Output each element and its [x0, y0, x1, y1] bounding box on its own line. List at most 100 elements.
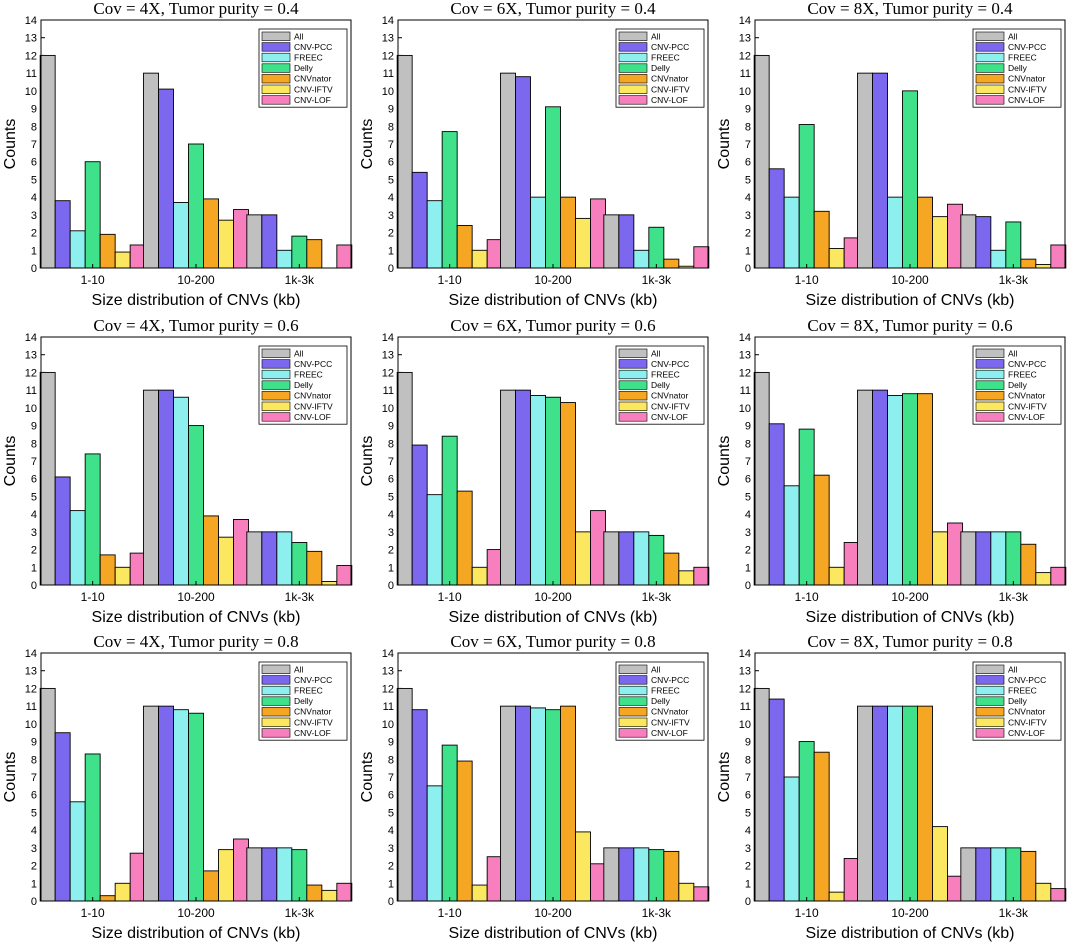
bar-freec-1-10	[426, 494, 443, 586]
legend-label-delly: Delly	[1008, 380, 1028, 390]
y-tick-label: 14	[739, 15, 751, 27]
legend-swatch-cnvnator	[975, 74, 1005, 84]
bar-cnvnator-10-200	[560, 402, 576, 586]
bar-cnvnator-10-200	[203, 515, 219, 586]
y-tick-label: 5	[31, 174, 37, 186]
bar-freec-1k-3k	[276, 847, 293, 902]
x-tick-label: 1-10	[795, 906, 819, 920]
bar-cnv-pcc-1k-3k	[261, 214, 278, 269]
y-tick-label: 10	[739, 86, 751, 98]
y-tick-label: 13	[25, 666, 37, 678]
y-tick-label: 5	[745, 174, 751, 186]
bar-cnv-iftv-1-10	[471, 249, 488, 269]
y-tick-label: 3	[31, 527, 37, 539]
y-tick-label: 7	[388, 456, 394, 468]
bar-cnv-iftv-10-200	[932, 216, 948, 269]
bar-cnv-pcc-10-200	[158, 389, 174, 586]
bar-cnv-lof-10-200	[590, 510, 606, 586]
y-tick-label: 1	[388, 562, 394, 574]
bar-delly-10-200	[902, 393, 918, 586]
y-tick-label: 14	[25, 648, 37, 660]
y-tick-label: 1	[388, 878, 394, 890]
y-axis-label: Counts	[359, 119, 376, 170]
y-tick-label: 7	[31, 139, 37, 151]
x-axis-label: Size distribution of CNVs (kb)	[92, 925, 301, 942]
bar-cnvnator-1k-3k	[663, 850, 680, 902]
bar-freec-1k-3k	[633, 531, 650, 586]
y-axis-label: Counts	[2, 119, 19, 170]
y-tick-label: 9	[388, 421, 394, 433]
y-tick-label: 1	[745, 245, 751, 257]
legend-label-freec: FREEC	[651, 370, 680, 380]
y-tick-label: 9	[388, 104, 394, 116]
bar-cnvnator-10-200	[560, 705, 576, 902]
legend-swatch-freec	[975, 369, 1005, 380]
legend-label-cnv-iftv: CNV-IFTV	[1008, 401, 1047, 411]
y-tick-label: 5	[31, 491, 37, 503]
y-tick-label: 10	[25, 403, 37, 415]
bar-cnvnator-10-200	[917, 705, 933, 902]
bar-cnv-iftv-1k-3k	[678, 570, 695, 586]
legend-label-cnv-pcc: CNV-PCC	[651, 359, 689, 369]
plot-frame	[397, 652, 709, 902]
legend-swatch-cnv-lof	[975, 412, 1005, 422]
legend-label-cnvnator: CNVnator	[651, 74, 688, 84]
bar-cnv-pcc-1k-3k	[261, 847, 278, 902]
bar-cnv-pcc-10-200	[515, 76, 531, 269]
legend-label-cnv-lof: CNV-LOF	[651, 412, 688, 422]
bar-delly-1k-3k	[1005, 847, 1022, 902]
bar-cnv-pcc-1k-3k	[261, 531, 278, 586]
legend-swatch-all	[975, 31, 1005, 41]
x-tick-label: 10-200	[177, 906, 215, 920]
bar-cnv-lof-10-200	[590, 198, 606, 269]
bar-cnvnator-10-200	[917, 196, 933, 269]
bar-cnv-iftv-10-200	[575, 217, 591, 269]
legend-label-cnvnator: CNVnator	[651, 707, 688, 717]
bar-cnv-iftv-1-10	[114, 251, 131, 269]
y-tick-label: 7	[31, 772, 37, 784]
y-tick-label: 8	[745, 438, 751, 450]
legend-label-cnvnator: CNVnator	[1008, 391, 1045, 401]
bar-all-10-200	[500, 705, 516, 902]
y-tick-label: 11	[383, 385, 394, 397]
legend-label-cnv-pcc: CNV-PCC	[1008, 42, 1046, 52]
y-tick-label: 10	[739, 403, 751, 415]
x-tick-label: 1k-3k	[285, 590, 315, 604]
legend-label-all: All	[651, 31, 661, 41]
legend-label-all: All	[294, 348, 304, 358]
y-tick-label: 5	[745, 807, 751, 819]
legend-swatch-cnvnator	[975, 707, 1005, 717]
bar-freec-10-200	[173, 202, 189, 269]
y-tick-label: 14	[739, 648, 751, 660]
bar-cnv-iftv-10-200	[218, 536, 234, 586]
legend-label-cnv-lof: CNV-LOF	[1008, 412, 1045, 422]
bar-cnv-pcc-1-10	[768, 698, 785, 902]
y-tick-label: 6	[745, 790, 751, 802]
bar-delly-10-200	[902, 705, 918, 902]
y-tick-label: 8	[31, 754, 37, 766]
y-tick-label: 9	[745, 421, 751, 433]
legend-label-freec: FREEC	[294, 53, 323, 63]
bar-cnv-pcc-10-200	[872, 72, 888, 269]
legend-swatch-cnv-iftv	[618, 84, 648, 94]
bar-delly-10-200	[545, 709, 561, 902]
legend-label-delly: Delly	[651, 380, 671, 390]
legend-label-delly: Delly	[294, 63, 314, 73]
y-tick-label: 3	[388, 527, 394, 539]
y-tick-label: 7	[745, 139, 751, 151]
y-tick-label: 14	[382, 15, 394, 27]
y-tick-label: 9	[745, 737, 751, 749]
x-tick-label: 10-200	[891, 273, 929, 287]
y-axis-label: Counts	[716, 119, 733, 170]
bar-cnvnator-1-10	[813, 210, 830, 269]
bar-cnvnator-1-10	[456, 760, 473, 902]
y-tick-label: 6	[388, 790, 394, 802]
legend-label-cnv-iftv: CNV-IFTV	[651, 401, 690, 411]
bar-all-1k-3k	[246, 214, 263, 269]
bar-cnv-iftv-1k-3k	[321, 581, 338, 586]
y-tick-label: 5	[745, 491, 751, 503]
legend-label-cnvnator: CNVnator	[651, 391, 688, 401]
y-tick-label: 13	[25, 350, 37, 362]
legend-swatch-freec	[618, 52, 648, 63]
y-axis-label: Counts	[359, 436, 376, 487]
